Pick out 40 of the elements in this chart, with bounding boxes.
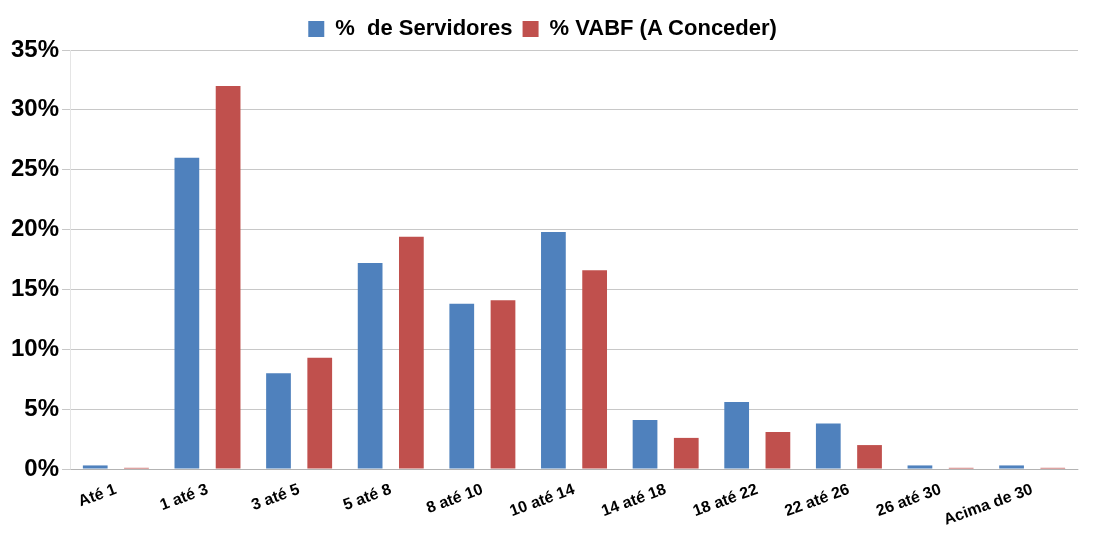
bar [399,236,424,469]
x-tick-label: 22 até 26 [782,479,852,520]
bar [907,465,933,469]
x-tick-label: 26 até 30 [873,479,944,520]
bar [82,465,108,469]
y-tick-label: 0% [24,453,60,481]
bar [490,300,516,469]
y-tick-label: 25% [10,154,60,182]
x-tick-label: 1 até 3 [157,479,211,514]
bar [307,357,333,469]
bar [582,270,608,469]
y-tick-label: 10% [10,333,60,361]
x-tick-label: Acima de 30 [941,479,1035,528]
y-tick-label: 5% [24,393,60,421]
bar [999,465,1024,469]
x-tick-label: 3 até 5 [249,479,302,514]
bar [541,231,566,469]
bar [632,419,658,469]
y-tick-label: 35% [10,34,60,62]
x-tick-label: Até 1 [75,479,119,510]
x-tick-label: 14 até 18 [598,479,669,520]
x-tick-label: 5 até 8 [340,479,394,514]
y-tick-label: 30% [10,94,60,122]
bar [724,401,750,469]
y-tick-label: 20% [10,214,60,242]
legend-label: % de Servidores [335,15,513,41]
x-tick-label: 8 até 10 [423,479,486,517]
bar [765,431,791,469]
bar [357,263,383,469]
bar [449,303,475,469]
bar [857,445,882,469]
bar [215,85,241,469]
x-tick-label: 10 até 14 [507,479,577,520]
x-tick-label: 18 até 22 [690,479,760,520]
legend-label: % VABF (A Conceder) [549,15,777,41]
bar [266,373,291,469]
bar [174,157,200,469]
y-tick-label: 15% [10,274,60,302]
bar [815,423,841,469]
bar [673,437,699,469]
